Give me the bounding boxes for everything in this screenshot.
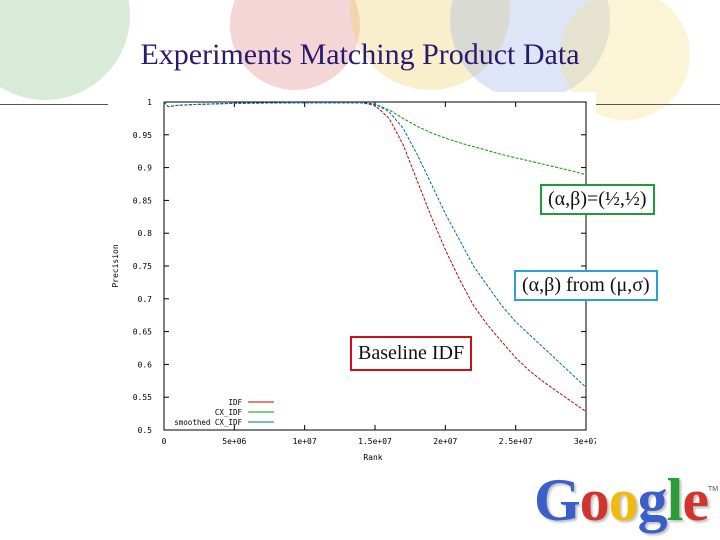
google-logo: Google: [534, 466, 709, 535]
y-tick-label: 0.55: [133, 393, 152, 402]
title-rule-left: [0, 104, 108, 105]
logo-letter: G: [534, 467, 581, 533]
series-line: [163, 101, 587, 388]
legend-label: smoothed CX_IDF: [174, 418, 242, 427]
slide-title: Experiments Matching Product Data: [140, 38, 580, 71]
y-tick-label: 1: [147, 98, 152, 107]
logo-letter: o: [579, 467, 610, 533]
series-line: [163, 101, 587, 413]
x-tick-label: 3e+07: [574, 437, 596, 446]
y-tick-label: 0.85: [133, 196, 152, 205]
y-tick-label: 0.65: [133, 328, 152, 337]
logo-letter: e: [682, 467, 709, 533]
x-tick-label: 0: [162, 437, 167, 446]
y-tick-label: 0.6: [138, 360, 153, 369]
y-tick-label: 0.5: [138, 426, 153, 435]
callout-green: (α,β)=(½,½): [540, 184, 655, 215]
y-axis-label: Precision: [111, 244, 120, 288]
logo-letter: o: [608, 467, 639, 533]
y-tick-label: 0.8: [138, 229, 153, 238]
x-tick-label: 5e+06: [222, 437, 246, 446]
y-tick-label: 0.9: [138, 164, 153, 173]
plot-frame: [163, 101, 587, 431]
logo-trademark: TM: [708, 486, 719, 493]
y-tick-label: 0.7: [138, 295, 153, 304]
x-tick-label: 1e+07: [293, 437, 317, 446]
x-tick-label: 2e+07: [433, 437, 457, 446]
x-axis-label: Rank: [363, 453, 382, 462]
x-tick-label: 1.5e+07: [358, 437, 392, 446]
series-line: [163, 101, 587, 176]
y-tick-label: 0.75: [133, 262, 152, 271]
chart-svg: 0.5 0.55 0.6 0.65 0.7 0.75 0.8 0.85 0.9 0.95 1 0 5e+…: [111, 98, 598, 462]
legend-label: CX_IDF: [215, 408, 243, 417]
legend-label: IDF: [228, 398, 242, 407]
logo-letter: g: [637, 467, 668, 533]
callout-blue: (α,β) from (μ,σ): [514, 270, 658, 301]
callout-red: Baseline IDF: [350, 336, 473, 371]
y-tick-label: 0.95: [133, 131, 152, 140]
logo-letter: l: [666, 467, 684, 533]
title-rule-right: [596, 104, 720, 105]
x-tick-label: 2.5e+07: [499, 437, 533, 446]
